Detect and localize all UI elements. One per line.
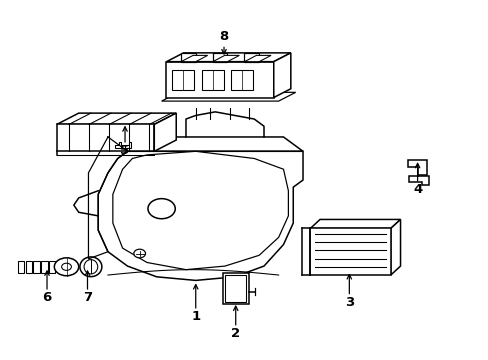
Polygon shape [225, 275, 246, 302]
Polygon shape [212, 53, 227, 62]
Text: 4: 4 [412, 183, 421, 196]
Bar [41, 261, 47, 273]
Polygon shape [115, 142, 121, 148]
Ellipse shape [84, 260, 98, 274]
Bar [33, 261, 40, 273]
Polygon shape [244, 53, 259, 62]
Text: 6: 6 [42, 291, 52, 304]
Polygon shape [108, 137, 303, 151]
Polygon shape [244, 55, 270, 62]
Text: 3: 3 [344, 296, 353, 309]
Polygon shape [407, 160, 427, 175]
Circle shape [134, 249, 145, 258]
Polygon shape [154, 113, 176, 151]
Circle shape [54, 258, 79, 276]
Polygon shape [181, 53, 195, 62]
Polygon shape [172, 70, 194, 90]
Circle shape [148, 199, 175, 219]
Text: 8: 8 [219, 30, 228, 43]
Polygon shape [181, 55, 207, 62]
Polygon shape [201, 70, 223, 90]
Polygon shape [166, 62, 273, 98]
Polygon shape [166, 53, 290, 62]
Polygon shape [212, 55, 239, 62]
Text: 1: 1 [191, 310, 200, 323]
Polygon shape [310, 228, 390, 275]
Polygon shape [408, 176, 428, 185]
Polygon shape [310, 220, 400, 228]
Bar [18, 261, 24, 273]
Polygon shape [98, 151, 303, 280]
Ellipse shape [80, 257, 102, 276]
Circle shape [61, 263, 71, 270]
Polygon shape [113, 151, 288, 270]
Polygon shape [230, 70, 252, 90]
Text: 2: 2 [231, 327, 240, 339]
Polygon shape [273, 53, 290, 98]
Polygon shape [222, 273, 249, 304]
Polygon shape [390, 220, 400, 275]
Text: 5: 5 [120, 144, 129, 157]
Polygon shape [57, 125, 154, 151]
Polygon shape [125, 142, 131, 148]
Bar [25, 261, 32, 273]
Bar [49, 261, 55, 273]
Polygon shape [57, 113, 176, 125]
Text: 7: 7 [83, 291, 92, 304]
Polygon shape [161, 92, 295, 101]
